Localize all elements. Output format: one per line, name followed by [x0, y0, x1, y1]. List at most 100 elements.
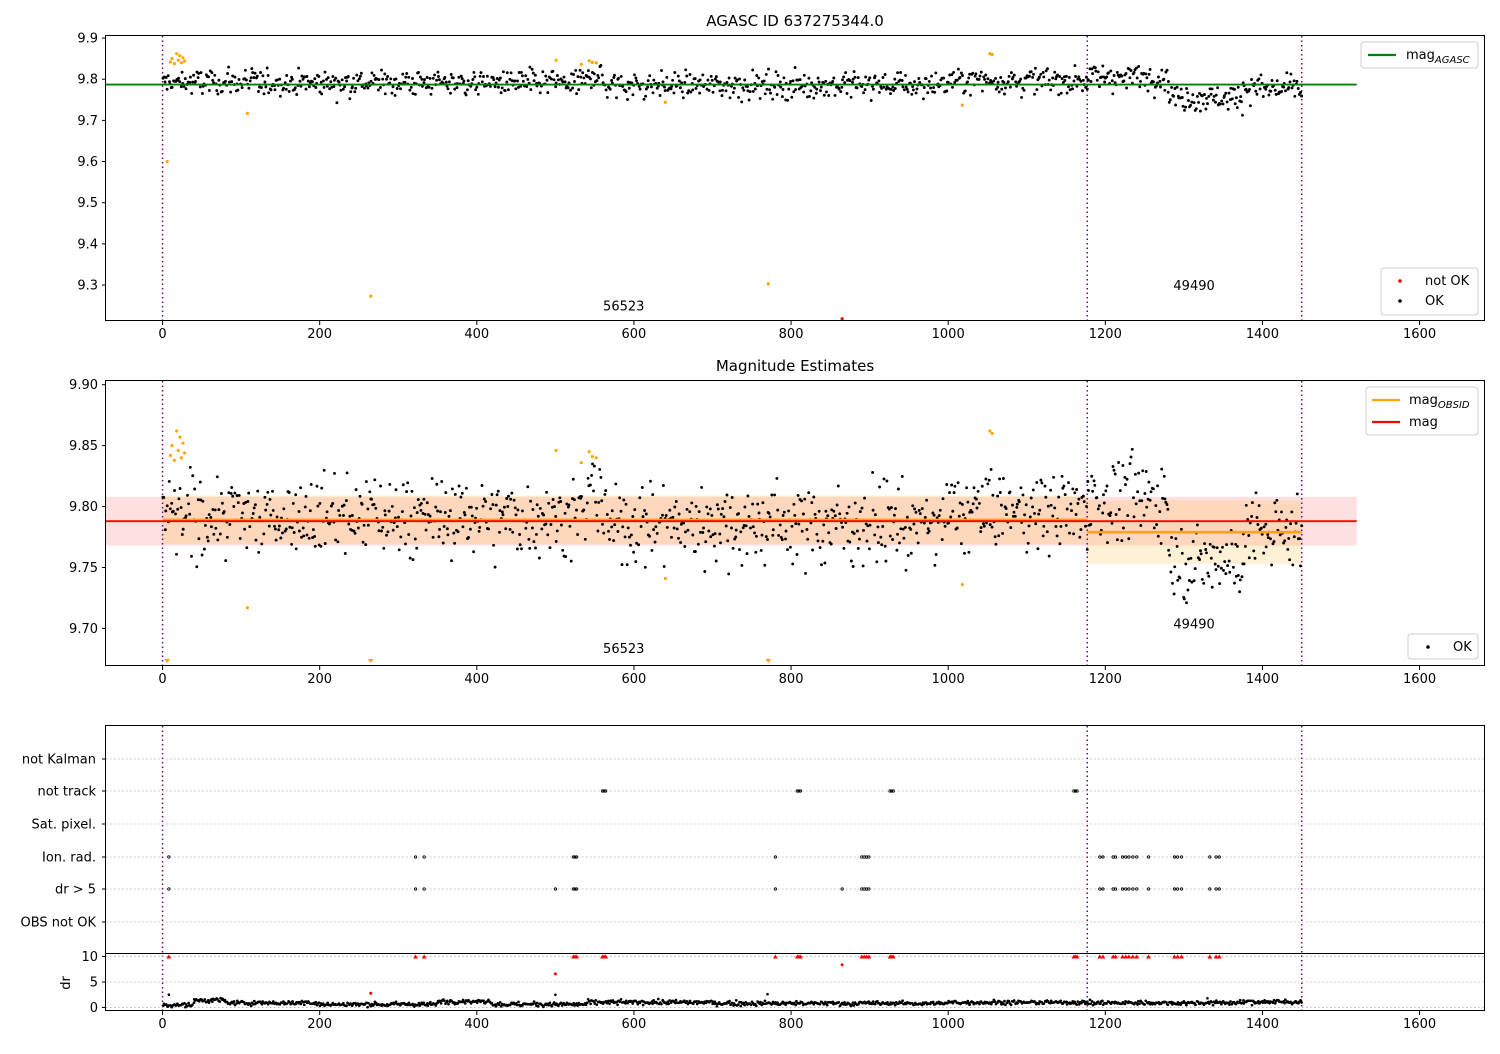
ok-point [1101, 511, 1105, 515]
agasc-panel: AGASC ID 637275344.0 0 200 400 600 800 1000 12… [77, 12, 1485, 342]
ok-point [1173, 565, 1177, 569]
ok-point [738, 548, 741, 552]
ok-point [1219, 566, 1223, 570]
ok-point [484, 500, 488, 503]
flag-point [1101, 855, 1105, 859]
ok-point [1021, 493, 1025, 497]
ok-point [219, 492, 223, 495]
ok-point [639, 525, 643, 528]
ok-point [322, 468, 326, 472]
ok-point [475, 85, 479, 89]
flag-point [840, 887, 844, 891]
ok-point [904, 85, 908, 89]
ok-point [713, 77, 717, 81]
flag-point [1072, 789, 1076, 793]
ok-point [915, 87, 919, 91]
flag-point [573, 887, 577, 891]
ok-point [1248, 521, 1252, 525]
ok-point [215, 475, 219, 479]
ok-point [188, 80, 192, 84]
ok-point [511, 530, 515, 534]
ok-point [210, 71, 214, 75]
flagged-point [170, 57, 174, 61]
ok-point [1060, 474, 1064, 478]
ok-point [953, 81, 957, 84]
dr-point [871, 1000, 875, 1003]
dr-point [366, 1005, 369, 1009]
ok-point [615, 96, 618, 100]
ok-point [588, 483, 592, 487]
ok-point [345, 79, 349, 83]
ok-point [591, 462, 594, 466]
ok-point [637, 543, 641, 547]
ok-point [784, 537, 787, 541]
ok-legend-marker [1426, 645, 1430, 649]
ok-point [967, 76, 971, 80]
ok-point [383, 513, 387, 517]
ok-point [1209, 92, 1213, 96]
ok-point [492, 78, 496, 82]
dr-point [1082, 999, 1086, 1003]
ok-point [1236, 85, 1240, 89]
ok-point [731, 91, 735, 94]
ok-point [253, 503, 257, 507]
ok-point [1264, 522, 1268, 526]
ok-point [893, 87, 897, 90]
ok-point [1097, 504, 1101, 508]
dr-point [1037, 1002, 1041, 1006]
ok-point [782, 76, 786, 80]
ok-point [1091, 489, 1095, 493]
ok-point [1075, 84, 1079, 88]
ok-point [903, 525, 907, 529]
ok-point [966, 80, 969, 84]
ok-point [168, 507, 172, 511]
dr-plot-area [106, 954, 1484, 1009]
ok-point [193, 487, 197, 491]
dr-point [345, 1004, 348, 1008]
dr-point [1196, 1000, 1200, 1004]
ok-point [978, 74, 982, 78]
ok-point [271, 489, 274, 493]
ok-point [1247, 556, 1251, 560]
ok-point [747, 514, 751, 518]
dr-clipped-marker [772, 954, 778, 959]
ok-point [282, 86, 286, 90]
ok-point [348, 97, 352, 101]
ok-point [532, 540, 536, 544]
ok-point [1081, 78, 1085, 82]
ok-point [701, 531, 705, 534]
ok-point [721, 507, 725, 511]
ok-point [1192, 579, 1196, 583]
ok-point [858, 537, 861, 541]
ok-point [224, 559, 228, 563]
ok-point [597, 76, 601, 80]
flagged-point [840, 317, 844, 321]
ok-point [746, 494, 750, 498]
dr-point [517, 1000, 520, 1004]
ok-point [649, 479, 652, 483]
ok-point [1296, 87, 1300, 90]
ok-point [1199, 549, 1202, 553]
ok-point [366, 86, 370, 90]
ok-point [605, 95, 609, 99]
ok-point [1037, 512, 1041, 516]
flagged-point [594, 456, 598, 460]
ok-point [273, 88, 277, 92]
ok-point [1138, 85, 1142, 89]
dr-point [1229, 1000, 1232, 1003]
ok-point [556, 78, 560, 82]
ok-point [693, 550, 697, 553]
ok-point [1257, 77, 1261, 81]
y-tick-label: 9.9 [77, 32, 98, 47]
ok-point [1257, 504, 1261, 508]
ok-point [1140, 499, 1144, 503]
dr-point [287, 1000, 291, 1004]
ok-point [1250, 514, 1254, 518]
ok-point [516, 85, 520, 89]
dr-point [552, 1001, 556, 1004]
flag-point [891, 789, 895, 793]
ok-point [1255, 92, 1259, 96]
dr-point [535, 1001, 539, 1005]
ok-point [864, 522, 868, 526]
ok-point [496, 85, 500, 89]
